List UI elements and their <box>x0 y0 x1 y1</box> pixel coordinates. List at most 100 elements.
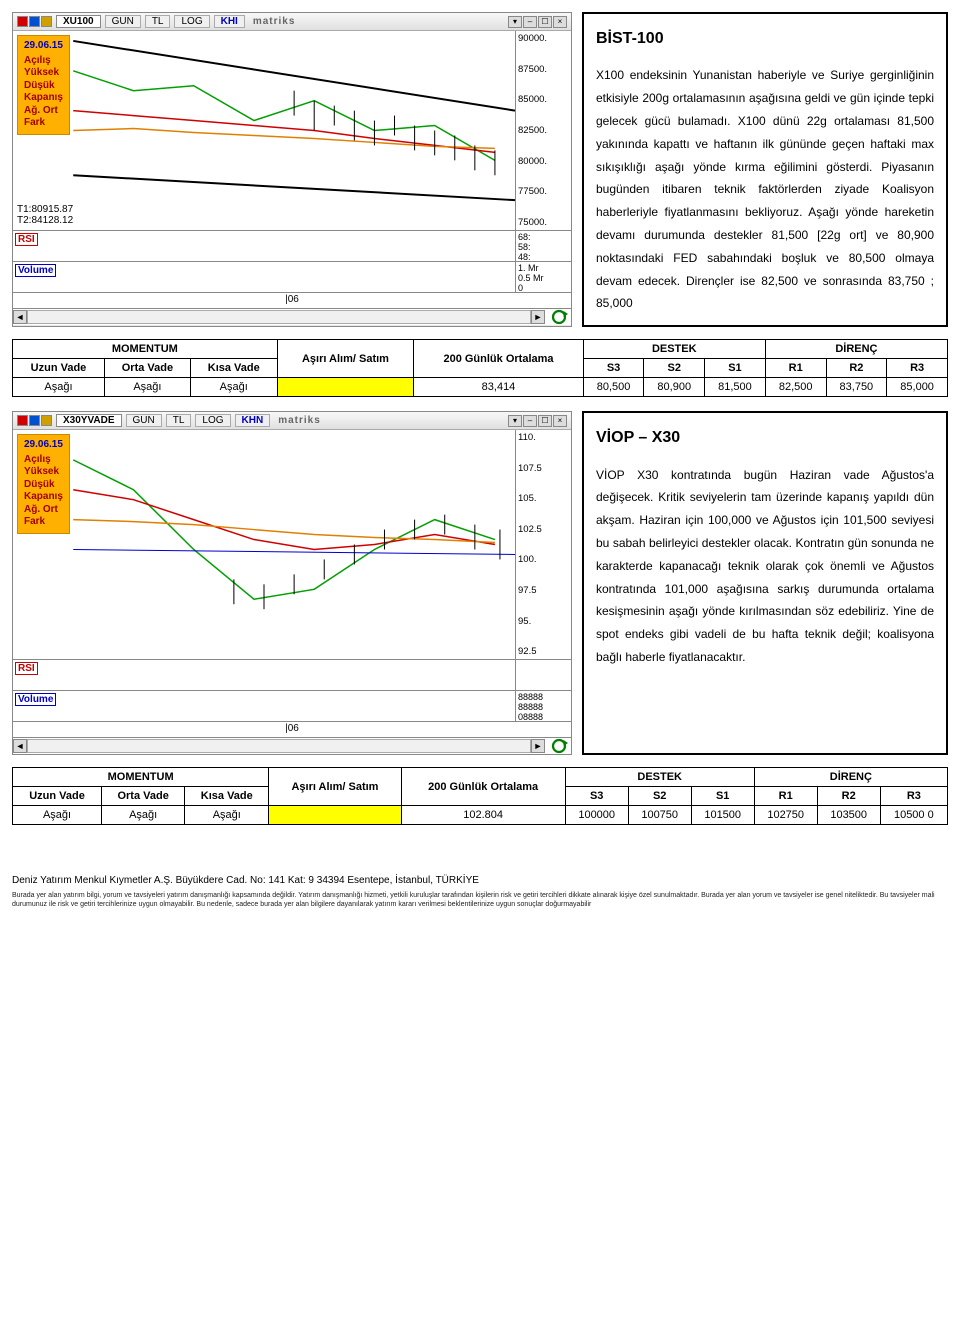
scroll-right-icon[interactable]: ► <box>531 310 545 324</box>
chart1-window-buttons: ▾ – ☐ × <box>508 16 567 28</box>
chart2-plot-area: 29.06.15 Açılış Yüksek Düşük Kapanış Ağ.… <box>13 430 515 659</box>
vol-tick: 1. Mr <box>518 263 569 273</box>
ytick: 75000. <box>518 217 569 228</box>
chart1-vol-ticks: 1. Mr 0.5 Mr 0 <box>515 262 571 292</box>
chart1-btn-tl[interactable]: TL <box>145 15 171 28</box>
chart-xu100: XU100 GUN TL LOG KHI matriks ▾ – ☐ × 29.… <box>12 12 572 327</box>
chart1-btn-log[interactable]: LOG <box>174 15 209 28</box>
palette-red-icon[interactable] <box>17 16 28 27</box>
ytick: 80000. <box>518 156 569 167</box>
th-uzun: Uzun Vade <box>13 359 105 378</box>
dropdown-icon[interactable]: ▾ <box>508 16 522 28</box>
palette-blue-icon[interactable] <box>29 415 40 426</box>
chart2-rsi-panel: RSI <box>13 660 571 691</box>
scroll-right-icon[interactable]: ► <box>531 739 545 753</box>
chart2-xaxis: |06 <box>13 722 571 738</box>
scroll-left-icon[interactable]: ◄ <box>13 739 27 753</box>
refresh-icon[interactable] <box>547 737 571 755</box>
th-s2: S2 <box>644 359 705 378</box>
th-orta: Orta Vade <box>104 359 190 378</box>
chart2-toolbar: X30YVADE GUN TL LOG KHN matriks ▾ – ☐ × <box>13 412 571 430</box>
cell: Aşağı <box>104 378 190 397</box>
ytick: 105. <box>518 493 569 504</box>
close-icon[interactable]: × <box>553 415 567 427</box>
scroll-track[interactable] <box>27 310 531 324</box>
palette-red-icon[interactable] <box>17 415 28 426</box>
rsi-tick: 48: <box>518 252 569 262</box>
cell: 102.804 <box>401 806 565 825</box>
chart1-main-panel: 29.06.15 Açılış Yüksek Düşük Kapanış Ağ.… <box>13 31 571 231</box>
chart1-plot-area: 29.06.15 Açılış Yüksek Düşük Kapanış Ağ.… <box>13 31 515 230</box>
chart2-body: 29.06.15 Açılış Yüksek Düşük Kapanış Ağ.… <box>13 430 571 754</box>
chart2-btn-khn[interactable]: KHN <box>235 414 271 427</box>
th-200g: 200 Günlük Ortalama <box>401 768 565 806</box>
chart-x30: X30YVADE GUN TL LOG KHN matriks ▾ – ☐ × … <box>12 411 572 755</box>
th-momentum: MOMENTUM <box>13 340 278 359</box>
th-asiri: Aşırı Alım/ Satım <box>269 768 401 806</box>
cell: Aşağı <box>102 806 185 825</box>
chart1-rsi-ticks: 68: 58: 48: <box>515 231 571 261</box>
section2-body: VİOP X30 kontratında bugün Haziran vade … <box>596 464 934 669</box>
cell: 102750 <box>754 806 817 825</box>
chart1-volume-panel: Volume 1. Mr 0.5 Mr 0 <box>13 262 571 293</box>
chart1-symbol[interactable]: XU100 <box>56 15 101 28</box>
th-r2: R2 <box>817 787 880 806</box>
th-200g: 200 Günlük Ortalama <box>414 340 583 378</box>
ytick: 102.5 <box>518 524 569 535</box>
chart1-palette-icons <box>17 16 52 27</box>
chart2-btn-gun[interactable]: GUN <box>126 414 162 427</box>
chart1-scrollbar: ◄ ► <box>13 309 571 325</box>
vol-tick: 88888 <box>518 692 569 702</box>
vol-tick: 0.5 Mr <box>518 273 569 283</box>
dropdown-icon[interactable]: ▾ <box>508 415 522 427</box>
rsi-label: RSI <box>15 662 38 675</box>
cell-asiri <box>277 378 414 397</box>
minimize-icon[interactable]: – <box>523 16 537 28</box>
text-box-viop-x30: VİOP – X30 VİOP X30 kontratında bugün Ha… <box>582 411 948 755</box>
ytick: 85000. <box>518 94 569 105</box>
chart2-symbol[interactable]: X30YVADE <box>56 414 122 427</box>
th-r3: R3 <box>887 359 948 378</box>
refresh-icon[interactable] <box>547 308 571 326</box>
th-kisa: Kısa Vade <box>185 787 269 806</box>
chart2-window-buttons: ▾ – ☐ × <box>508 415 567 427</box>
maximize-icon[interactable]: ☐ <box>538 415 552 427</box>
palette-gold-icon[interactable] <box>41 16 52 27</box>
ytick: 95. <box>518 616 569 627</box>
maximize-icon[interactable]: ☐ <box>538 16 552 28</box>
cell: 100000 <box>565 806 628 825</box>
ytick: 97.5 <box>518 585 569 596</box>
close-icon[interactable]: × <box>553 16 567 28</box>
footer: Deniz Yatırım Menkul Kıymetler A.Ş. Büyü… <box>12 875 948 910</box>
cell: Aşağı <box>13 378 105 397</box>
minimize-icon[interactable]: – <box>523 415 537 427</box>
th-s3: S3 <box>565 787 628 806</box>
rsi-tick: 68: <box>518 232 569 242</box>
cell: 10500 0 <box>880 806 947 825</box>
chart2-btn-log[interactable]: LOG <box>195 414 230 427</box>
chart2-btn-tl[interactable]: TL <box>166 414 192 427</box>
th-momentum: MOMENTUM <box>13 768 269 787</box>
th-kisa: Kısa Vade <box>190 359 277 378</box>
levels-table-2: MOMENTUM Aşırı Alım/ Satım 200 Günlük Or… <box>12 767 948 825</box>
vol-tick: 88888 <box>518 702 569 712</box>
th-s1: S1 <box>691 787 754 806</box>
levels-table-1: MOMENTUM Aşırı Alım/ Satım 200 Günlük Or… <box>12 339 948 397</box>
cell: 101500 <box>691 806 754 825</box>
chart1-btn-khi[interactable]: KHI <box>214 15 245 28</box>
scroll-left-icon[interactable]: ◄ <box>13 310 27 324</box>
cell: 81,500 <box>705 378 766 397</box>
palette-blue-icon[interactable] <box>29 16 40 27</box>
section1-body: X100 endeksinin Yunanistan haberiyle ve … <box>596 64 934 315</box>
text-box-bist100: BİST-100 X100 endeksinin Yunanistan habe… <box>582 12 948 327</box>
chart1-btn-gun[interactable]: GUN <box>105 15 141 28</box>
ytick: 92.5 <box>518 646 569 657</box>
ytick: 110. <box>518 432 569 443</box>
chart1-lines <box>13 31 515 230</box>
scroll-track[interactable] <box>27 739 531 753</box>
ytick: 107.5 <box>518 463 569 474</box>
palette-gold-icon[interactable] <box>41 415 52 426</box>
rsi-tick: 58: <box>518 242 569 252</box>
chart2-brand: matriks <box>278 415 321 426</box>
th-direnc: DİRENÇ <box>765 340 947 359</box>
